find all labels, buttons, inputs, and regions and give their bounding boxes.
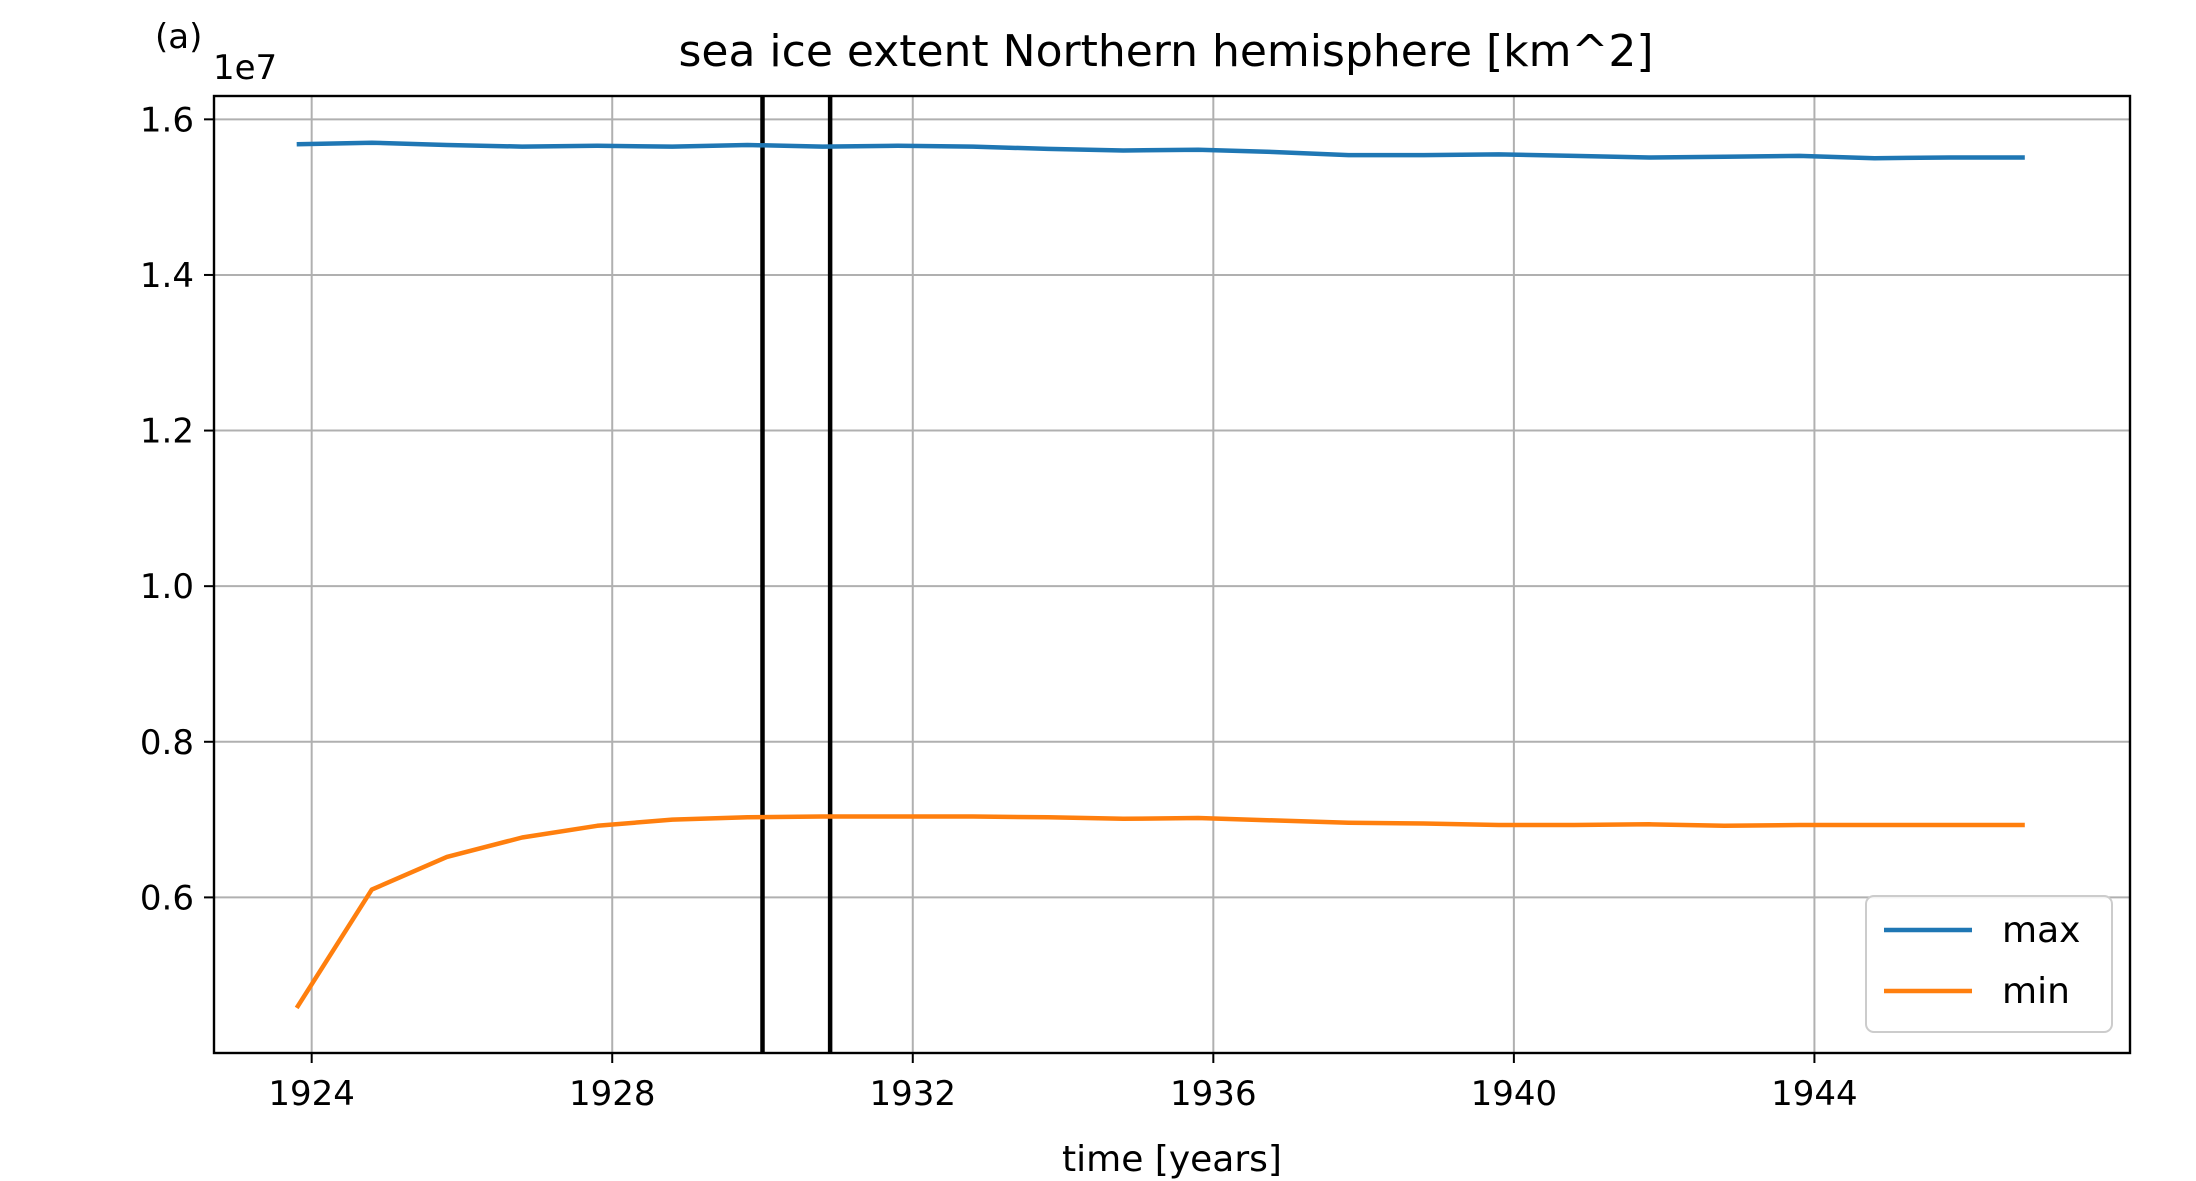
- series-line-max: [296, 140, 2025, 161]
- legend: max min: [1865, 895, 2113, 1033]
- x-axis-ticks: 1924 1928 1932 1936 1940 1944: [268, 1053, 1858, 1114]
- x-axis-label: time [years]: [1062, 1139, 1282, 1180]
- series-line-min: [294, 814, 2025, 1010]
- y-tick-label: 0.6: [140, 878, 194, 918]
- legend-label-min: min: [2002, 971, 2070, 1012]
- y-tick-label: 1.2: [140, 412, 194, 452]
- vertical-markers: [760, 96, 833, 1053]
- x-tick-label: 1928: [569, 1074, 656, 1114]
- x-tick-label: 1924: [268, 1074, 355, 1114]
- y-tick-label: 1.4: [140, 256, 194, 296]
- y-axis-ticks: 0.6 0.8 1.0 1.2 1.4 1.6: [140, 100, 214, 918]
- grid: [214, 96, 2130, 1053]
- panel-label: (a): [155, 17, 202, 57]
- y-tick-label: 0.8: [140, 723, 194, 763]
- chart-title: sea ice extent Northern hemisphere [km^2…: [678, 26, 1653, 77]
- y-tick-label: 1.0: [140, 567, 194, 607]
- legend-label-max: max: [2002, 910, 2080, 951]
- x-tick-label: 1936: [1170, 1074, 1257, 1114]
- y-tick-label: 1.6: [140, 100, 194, 140]
- x-tick-label: 1940: [1471, 1074, 1558, 1114]
- plot-frame: [212, 94, 2132, 1055]
- x-tick-label: 1944: [1771, 1074, 1858, 1114]
- y-offset-text: 1e7: [213, 48, 277, 88]
- x-tick-label: 1932: [870, 1074, 957, 1114]
- series-lines: [294, 140, 2025, 1010]
